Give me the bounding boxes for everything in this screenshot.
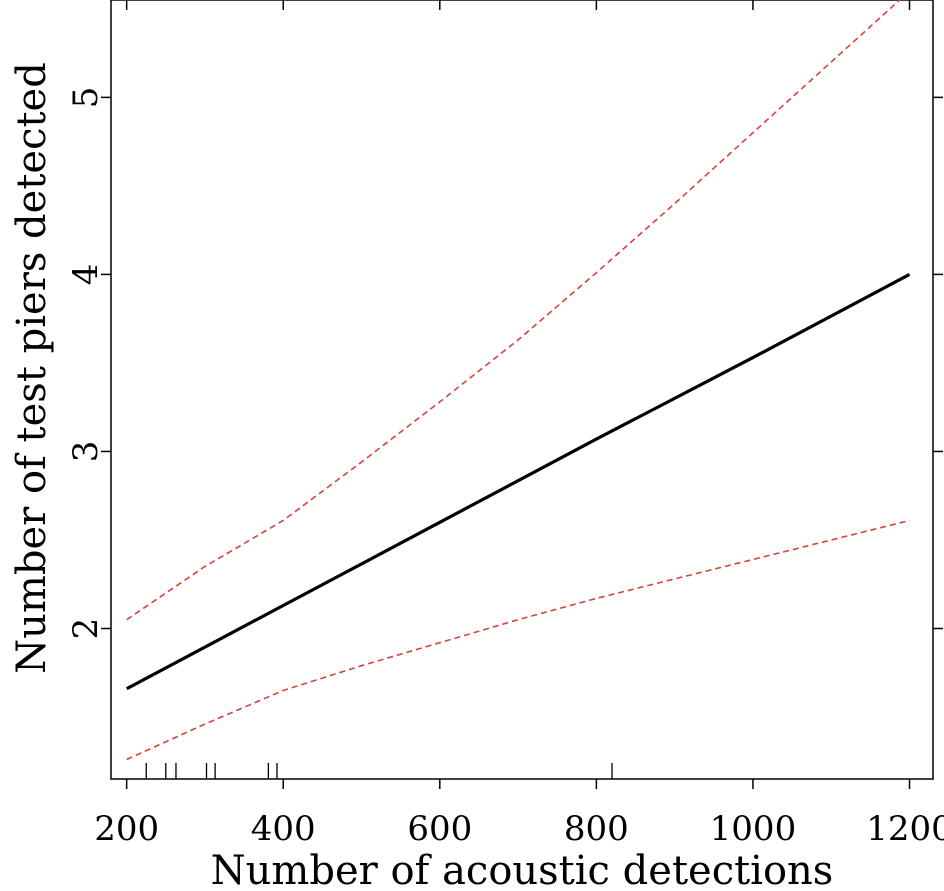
y-tick-label: 2 xyxy=(66,618,106,640)
rug-layer xyxy=(145,763,613,779)
y-axis-title: Number of test piers detected xyxy=(9,62,55,674)
series-line-fit xyxy=(125,272,911,691)
ticks-layer xyxy=(101,0,943,789)
x-tick-label: 1000 xyxy=(710,809,797,849)
x-axis-title: Number of acoustic detections xyxy=(211,848,834,891)
x-tick-label: 800 xyxy=(564,809,629,849)
y-tick-label: 3 xyxy=(66,441,106,463)
series-layer xyxy=(125,0,911,761)
labels-layer: 200 400 600 800 1000 1200 2 3 4 5 xyxy=(66,87,944,849)
y-tick-label: 5 xyxy=(66,87,106,109)
x-tick-label: 600 xyxy=(407,809,472,849)
series-line-lower-confidence xyxy=(126,519,910,761)
series-line-upper-confidence xyxy=(126,0,901,621)
x-tick-label: 400 xyxy=(251,809,316,849)
x-tick-label: 200 xyxy=(94,809,159,849)
x-tick-label: 1200 xyxy=(866,809,944,849)
plot-frame xyxy=(110,0,934,780)
y-tick-label: 4 xyxy=(66,264,106,286)
